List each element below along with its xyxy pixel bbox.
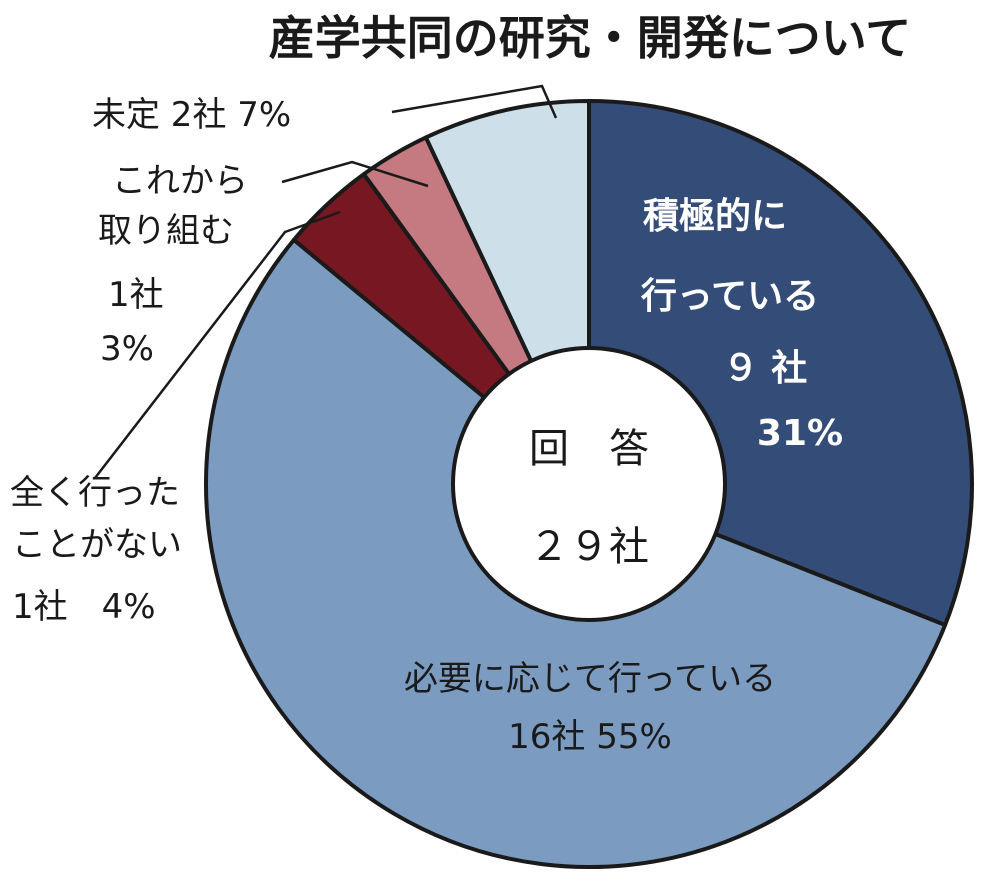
slice-label-never-count: 1社 4% (12, 587, 156, 627)
center-hole (451, 346, 727, 622)
leader-line-future (281, 160, 429, 188)
slice-label-future-line1: これから (112, 161, 248, 201)
center-label-top: 回 答 (529, 426, 649, 472)
slice-label-future-line2: 取り組む (98, 211, 234, 251)
slice-label-never-line2: ことがない (12, 525, 182, 565)
slice-label-never-line1: 全く行った (10, 473, 180, 513)
slice-label-active-line2: 行っている (641, 276, 819, 317)
slice-label-active-line1: 積極的に (643, 196, 787, 237)
slice-label-asneeded-line1: 必要に応じて行っている (404, 659, 776, 699)
chart-title: 産学共同の研究・開発について (269, 11, 912, 65)
slice-label-active-percent: 31% (757, 413, 843, 454)
center-label-bottom: ２９社 (529, 524, 649, 570)
leader-line-undecided (391, 84, 558, 119)
slice-label-future-count: 1社 (108, 275, 164, 315)
slice-label-active-count: ９ 社 (723, 348, 808, 389)
slice-label-asneeded-line2: 16社 55% (508, 717, 672, 757)
leader-line-never (94, 210, 341, 479)
slice-label-undecided: 未定 2社 7% (92, 95, 291, 135)
slice-label-future-percent: 3% (100, 329, 154, 369)
